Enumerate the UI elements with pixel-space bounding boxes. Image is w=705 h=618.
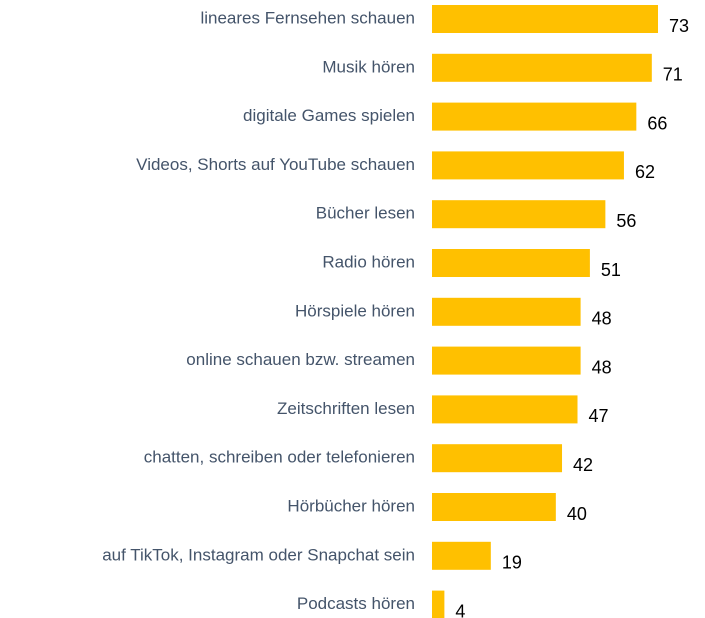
value-label: 62 xyxy=(635,162,655,182)
value-label: 40 xyxy=(567,504,587,524)
value-label: 4 xyxy=(455,601,465,618)
bar xyxy=(432,590,445,618)
value-label: 56 xyxy=(616,211,636,231)
bar xyxy=(432,249,590,277)
bar xyxy=(432,53,652,82)
value-label: 48 xyxy=(592,357,612,377)
category-label: auf TikTok, Instagram oder Snapchat sein xyxy=(102,545,415,564)
category-label: Hörspiele hören xyxy=(295,301,415,320)
bar xyxy=(432,151,624,180)
value-label: 51 xyxy=(601,260,621,280)
value-label: 73 xyxy=(669,16,689,36)
bar xyxy=(432,493,556,521)
category-label: Zeitschriften lesen xyxy=(277,399,415,418)
category-label: online schauen bzw. streamen xyxy=(186,350,415,369)
bar xyxy=(432,541,491,570)
value-label: 71 xyxy=(663,65,683,85)
value-label: 66 xyxy=(647,113,667,133)
category-label: chatten, schreiben oder telefonieren xyxy=(144,448,415,467)
bar xyxy=(432,5,658,33)
category-label: Podcasts hören xyxy=(297,594,415,613)
value-label: 19 xyxy=(502,553,522,573)
category-label: Musik hören xyxy=(322,57,415,76)
category-label: lineares Fernsehen schauen xyxy=(200,8,415,27)
value-label: 48 xyxy=(592,309,612,329)
bar xyxy=(432,395,578,424)
bar xyxy=(432,444,563,473)
bar xyxy=(432,297,581,326)
bar xyxy=(432,200,606,229)
value-label: 42 xyxy=(573,455,593,475)
category-label: Bücher lesen xyxy=(316,204,415,223)
bar xyxy=(432,102,637,131)
bar xyxy=(432,346,581,375)
category-label: Hörbücher hören xyxy=(287,496,415,515)
value-label: 47 xyxy=(589,406,609,426)
category-label: Videos, Shorts auf YouTube schauen xyxy=(136,155,415,174)
category-label: Radio hören xyxy=(322,252,415,271)
category-label: digitale Games spielen xyxy=(243,106,415,125)
